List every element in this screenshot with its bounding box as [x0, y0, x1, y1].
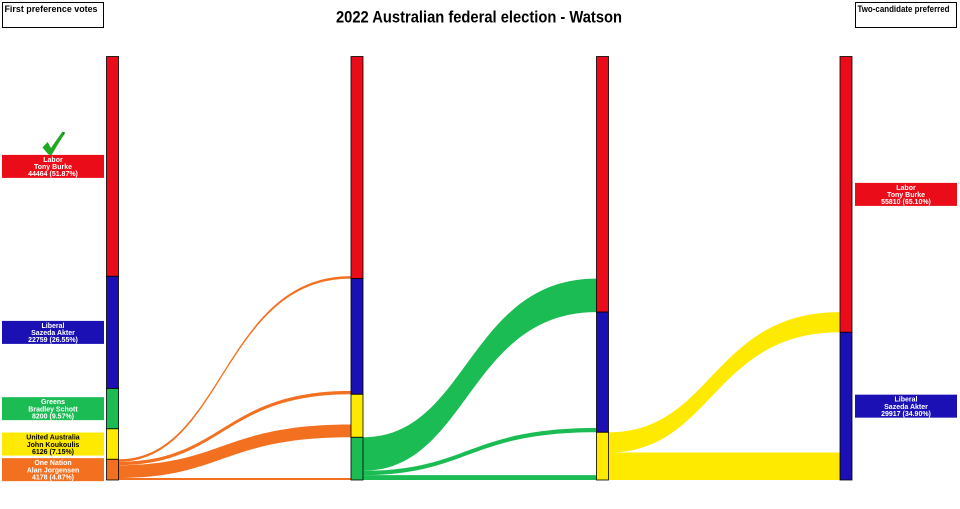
svg-text:Labor: Labor: [896, 185, 916, 192]
svg-text:44464 (51.87%): 44464 (51.87%): [28, 171, 78, 178]
svg-text:6126 (7.15%): 6126 (7.15%): [32, 449, 74, 456]
svg-text:4178 (4.87%): 4178 (4.87%): [32, 474, 74, 481]
svg-text:Sazeda Akter: Sazeda Akter: [31, 330, 75, 337]
svg-text:29917 (34.90%): 29917 (34.90%): [881, 411, 931, 418]
svg-text:Liberal: Liberal: [42, 323, 65, 330]
svg-text:Sazeda Akter: Sazeda Akter: [884, 404, 928, 411]
svg-text:John Koukoulis: John Koukoulis: [27, 442, 80, 449]
svg-text:55810 (65.10%): 55810 (65.10%): [881, 199, 931, 206]
svg-text:Tony Burke: Tony Burke: [887, 192, 925, 199]
svg-text:One Nation: One Nation: [34, 460, 71, 467]
svg-text:First preference votes: First preference votes: [5, 4, 98, 14]
svg-text:22759 (26.55%): 22759 (26.55%): [28, 337, 78, 344]
svg-text:Liberal: Liberal: [895, 397, 918, 404]
svg-text:United Australia: United Australia: [26, 435, 80, 442]
svg-text:8200 (9.57%): 8200 (9.57%): [32, 413, 74, 420]
svg-text:Alan Jorgensen: Alan Jorgensen: [27, 467, 80, 474]
svg-text:Greens: Greens: [41, 399, 65, 406]
svg-text:Tony Burke: Tony Burke: [34, 164, 72, 171]
svg-text:Bradley Schott: Bradley Schott: [28, 406, 78, 413]
svg-text:Labor: Labor: [43, 157, 63, 164]
svg-text:Two-candidate preferred: Two-candidate preferred: [858, 4, 950, 14]
svg-text:2022 Australian federal electi: 2022 Australian federal election - Watso…: [336, 8, 622, 27]
